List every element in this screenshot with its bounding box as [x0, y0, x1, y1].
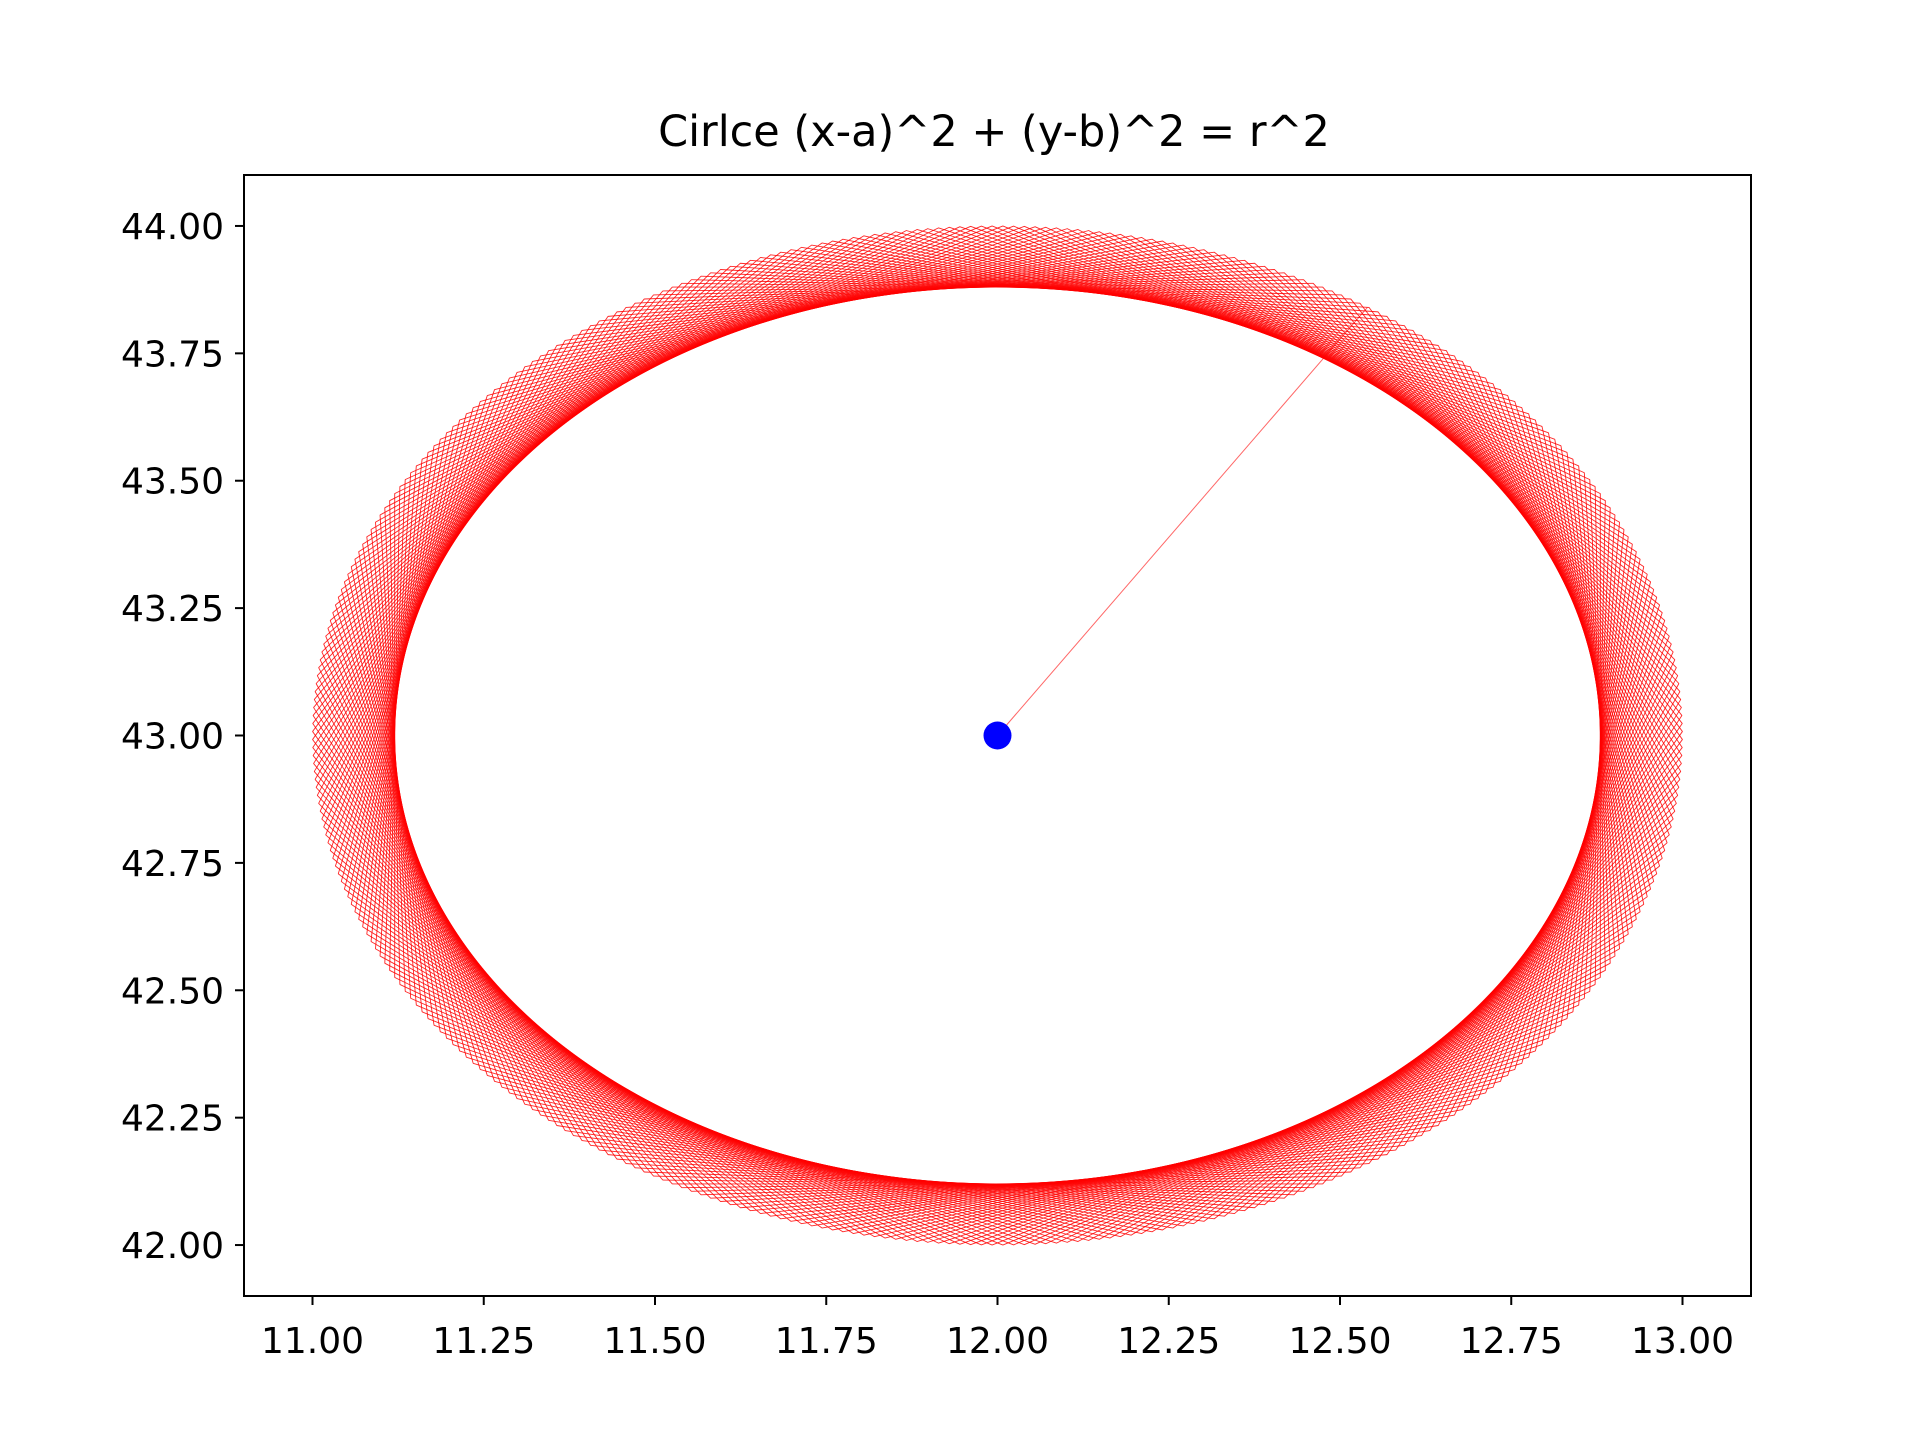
center-point — [983, 721, 1012, 750]
radius-line — [997, 307, 1368, 736]
x-tick-label: 11.25 — [432, 1321, 535, 1362]
ring-lines — [312, 225, 1683, 1246]
y-tick-label: 43.50 — [121, 462, 224, 503]
x-tick-label: 11.50 — [603, 1321, 706, 1362]
chart-title: Cirlce (x-a)^2 + (y-b)^2 = r^2 — [658, 107, 1330, 157]
x-tick-label: 13.00 — [1631, 1321, 1734, 1362]
x-tick-label: 11.75 — [775, 1321, 878, 1362]
center-point-layer — [983, 721, 1012, 750]
radius-line-layer — [997, 307, 1368, 736]
y-tick-label: 42.50 — [121, 971, 224, 1012]
y-tick-label: 42.00 — [121, 1226, 224, 1267]
y-tick-label: 44.00 — [121, 207, 224, 248]
y-tick-label: 43.25 — [121, 589, 224, 630]
y-tick-label: 43.75 — [121, 334, 224, 375]
x-tick-label: 12.00 — [946, 1321, 1049, 1362]
x-tick-label: 12.50 — [1288, 1321, 1391, 1362]
x-axis: 11.00 11.25 11.50 11.75 12.00 12.25 12.50 12.75… — [261, 1296, 1734, 1362]
x-tick-label: 12.25 — [1117, 1321, 1220, 1362]
y-tick-label: 42.25 — [121, 1099, 224, 1140]
y-tick-label: 42.75 — [121, 844, 224, 885]
y-axis: 42.00 42.25 42.50 42.75 43.00 43.25 43.50 43.75… — [121, 207, 244, 1267]
ring-chord-line — [1594, 500, 1606, 985]
x-tick-label: 11.00 — [261, 1321, 364, 1362]
y-tick-label: 43.00 — [121, 717, 224, 758]
x-tick-label: 12.75 — [1460, 1321, 1563, 1362]
